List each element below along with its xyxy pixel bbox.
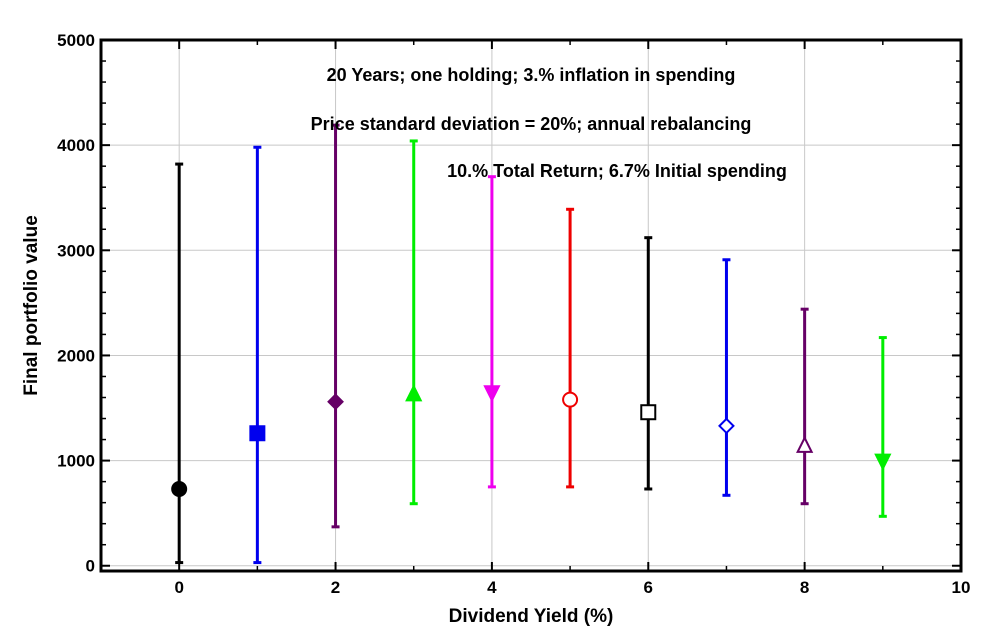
marker-triangle-down [874,453,892,471]
marker-triangle-down [483,385,501,403]
marker-circle [562,391,579,408]
annotation-1: 20 Years; one holding; 3.% inflation in … [327,65,736,85]
marker-circle [171,480,188,497]
marker-triangle-up [405,384,423,402]
data-point-2 [327,123,344,529]
annotation-3: 10.% Total Return; 6.7% Initial spending [447,161,787,181]
y-tick-label: 3000 [57,241,95,260]
plot-frame [99,38,963,573]
marker-diamond [718,417,735,435]
marker-square [640,404,657,421]
x-tick-label: 8 [800,578,809,597]
x-tick-label: 4 [487,578,497,597]
annotation-2: Price standard deviation = 20%; annual r… [311,114,752,134]
annotations: 20 Years; one holding; 3.% inflation in … [311,65,787,181]
y-tick-label: 2000 [57,346,95,365]
y-tick-label: 0 [86,557,95,576]
x-tick-label: 6 [644,578,653,597]
y-tick-label: 5000 [57,31,95,50]
x-tick-label: 2 [331,578,340,597]
data-point-7 [718,258,735,497]
x-tick-label: 10 [952,578,971,597]
data-point-0 [171,162,188,565]
data-point-4 [483,175,501,489]
x-axis-title: Dividend Yield (%) [449,606,614,627]
x-tick-label: 0 [174,578,183,597]
data-point-1 [249,145,266,565]
y-tick-label: 1000 [57,452,95,471]
series [171,123,892,565]
marker-triangle-up [796,435,814,453]
y-axis-title: Final portfolio value [21,215,42,396]
y-tick-label: 4000 [57,136,95,155]
data-point-8 [796,307,814,506]
marker-square [249,425,266,442]
marker-diamond [327,393,344,411]
data-point-6 [640,236,657,491]
data-point-3 [405,139,423,506]
data-point-9 [874,336,892,518]
data-point-5 [562,207,579,489]
